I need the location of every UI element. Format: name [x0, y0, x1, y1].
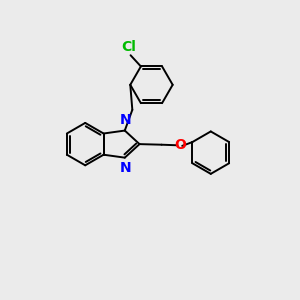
Text: O: O	[174, 138, 186, 152]
Text: Cl: Cl	[122, 40, 136, 54]
Text: N: N	[120, 161, 131, 176]
Text: N: N	[120, 113, 131, 127]
